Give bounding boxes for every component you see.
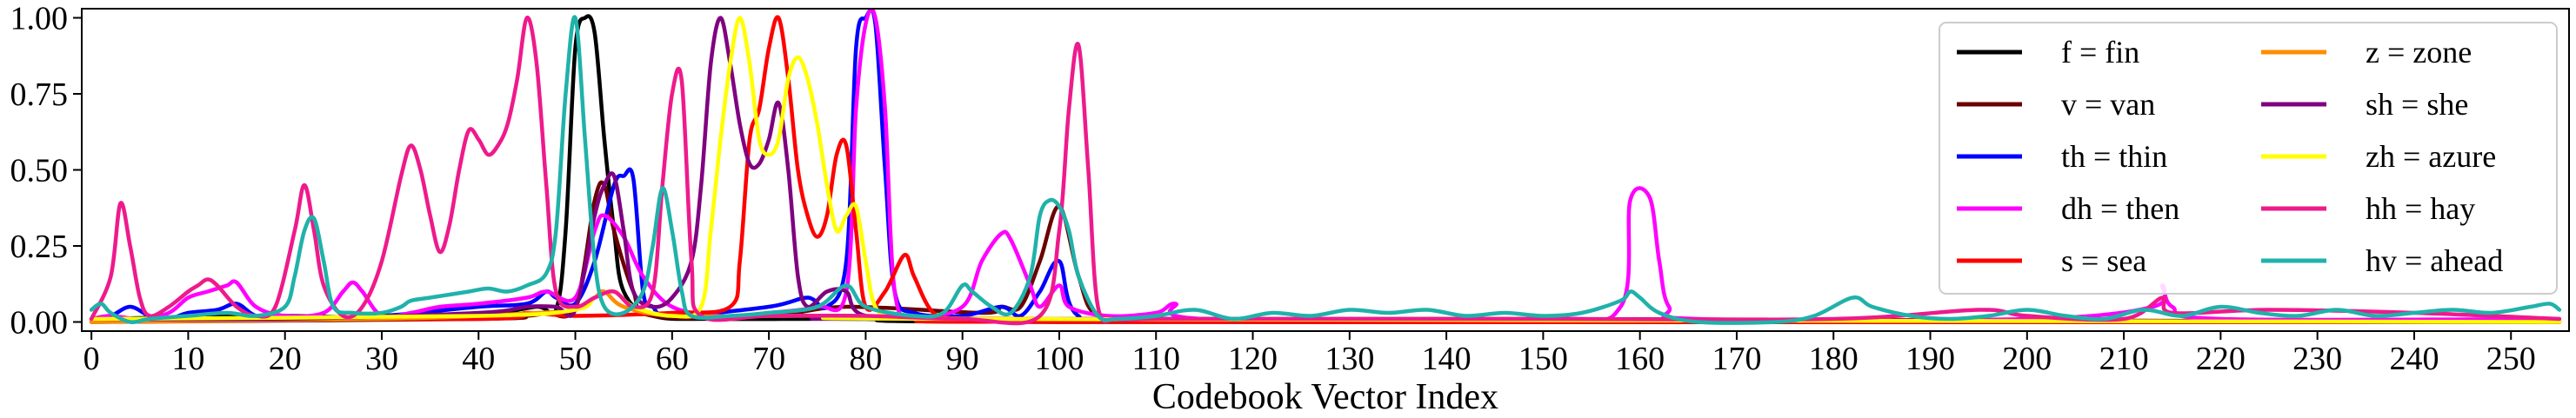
x-tick-label: 230: [2292, 341, 2342, 377]
legend-label: th = thin: [2061, 139, 2167, 174]
y-tick-label: 0.50: [10, 153, 69, 189]
x-tick-label: 200: [2002, 341, 2052, 377]
x-tick-label: 70: [752, 341, 785, 377]
legend-label: sh = she: [2366, 87, 2468, 122]
legend-label: v = van: [2061, 87, 2155, 122]
legend-label: f = fin: [2061, 35, 2139, 70]
x-tick-label: 210: [2099, 341, 2149, 377]
legend-label: s = sea: [2061, 243, 2146, 278]
x-tick-label: 150: [1518, 341, 1568, 377]
x-tick-label: 90: [946, 341, 979, 377]
series-layer: [89, 9, 2562, 326]
y-tick-label: 0.75: [10, 76, 69, 113]
x-tick-label: 140: [1422, 341, 1472, 377]
legend: f = fin v = van th = thin dh = then s = sea z…: [1939, 22, 2558, 295]
series-line-9: [89, 15, 2562, 325]
x-tick-label: 40: [462, 341, 495, 377]
x-tick-label: 0: [83, 341, 100, 377]
x-tick-label: 50: [559, 341, 592, 377]
x-tick-label: 130: [1325, 341, 1374, 377]
x-axis: 0 10 20 30 40 50 60 70 80 90 100 110 120 130 140 150 160…: [83, 331, 2536, 377]
x-axis-title: Codebook Vector Index: [1152, 377, 1498, 417]
x-tick-label: 170: [1712, 341, 1761, 377]
x-tick-label: 80: [849, 341, 882, 377]
legend-label: zh = azure: [2366, 139, 2496, 174]
y-tick-label: 0.00: [10, 305, 69, 342]
x-tick-label: 60: [656, 341, 689, 377]
x-tick-label: 190: [1905, 341, 1955, 377]
x-tick-label: 120: [1228, 341, 1278, 377]
series-line-3: [89, 9, 2562, 323]
x-tick-label: 220: [2196, 341, 2246, 377]
series-line-8: [89, 16, 2562, 326]
x-tick-label: 160: [1615, 341, 1665, 377]
x-tick-label: 250: [2486, 341, 2536, 377]
x-tick-label: 180: [1809, 341, 1859, 377]
y-axis: 0.00 0.25 0.50 0.75 1.00: [10, 1, 82, 342]
legend-label: dh = then: [2061, 191, 2179, 226]
legend-label: z = zone: [2366, 35, 2472, 70]
x-tick-label: 240: [2389, 341, 2439, 377]
x-tick-label: 30: [365, 341, 398, 377]
x-tick-label: 100: [1034, 341, 1084, 377]
y-tick-label: 0.25: [10, 229, 69, 265]
legend-label: hv = ahead: [2366, 243, 2503, 278]
x-tick-label: 10: [171, 341, 204, 377]
legend-label: hh = hay: [2366, 191, 2475, 226]
x-tick-label: 110: [1131, 341, 1180, 377]
x-tick-label: 20: [269, 341, 302, 377]
y-tick-label: 1.00: [10, 1, 69, 37]
legend-box: [1939, 22, 2558, 295]
